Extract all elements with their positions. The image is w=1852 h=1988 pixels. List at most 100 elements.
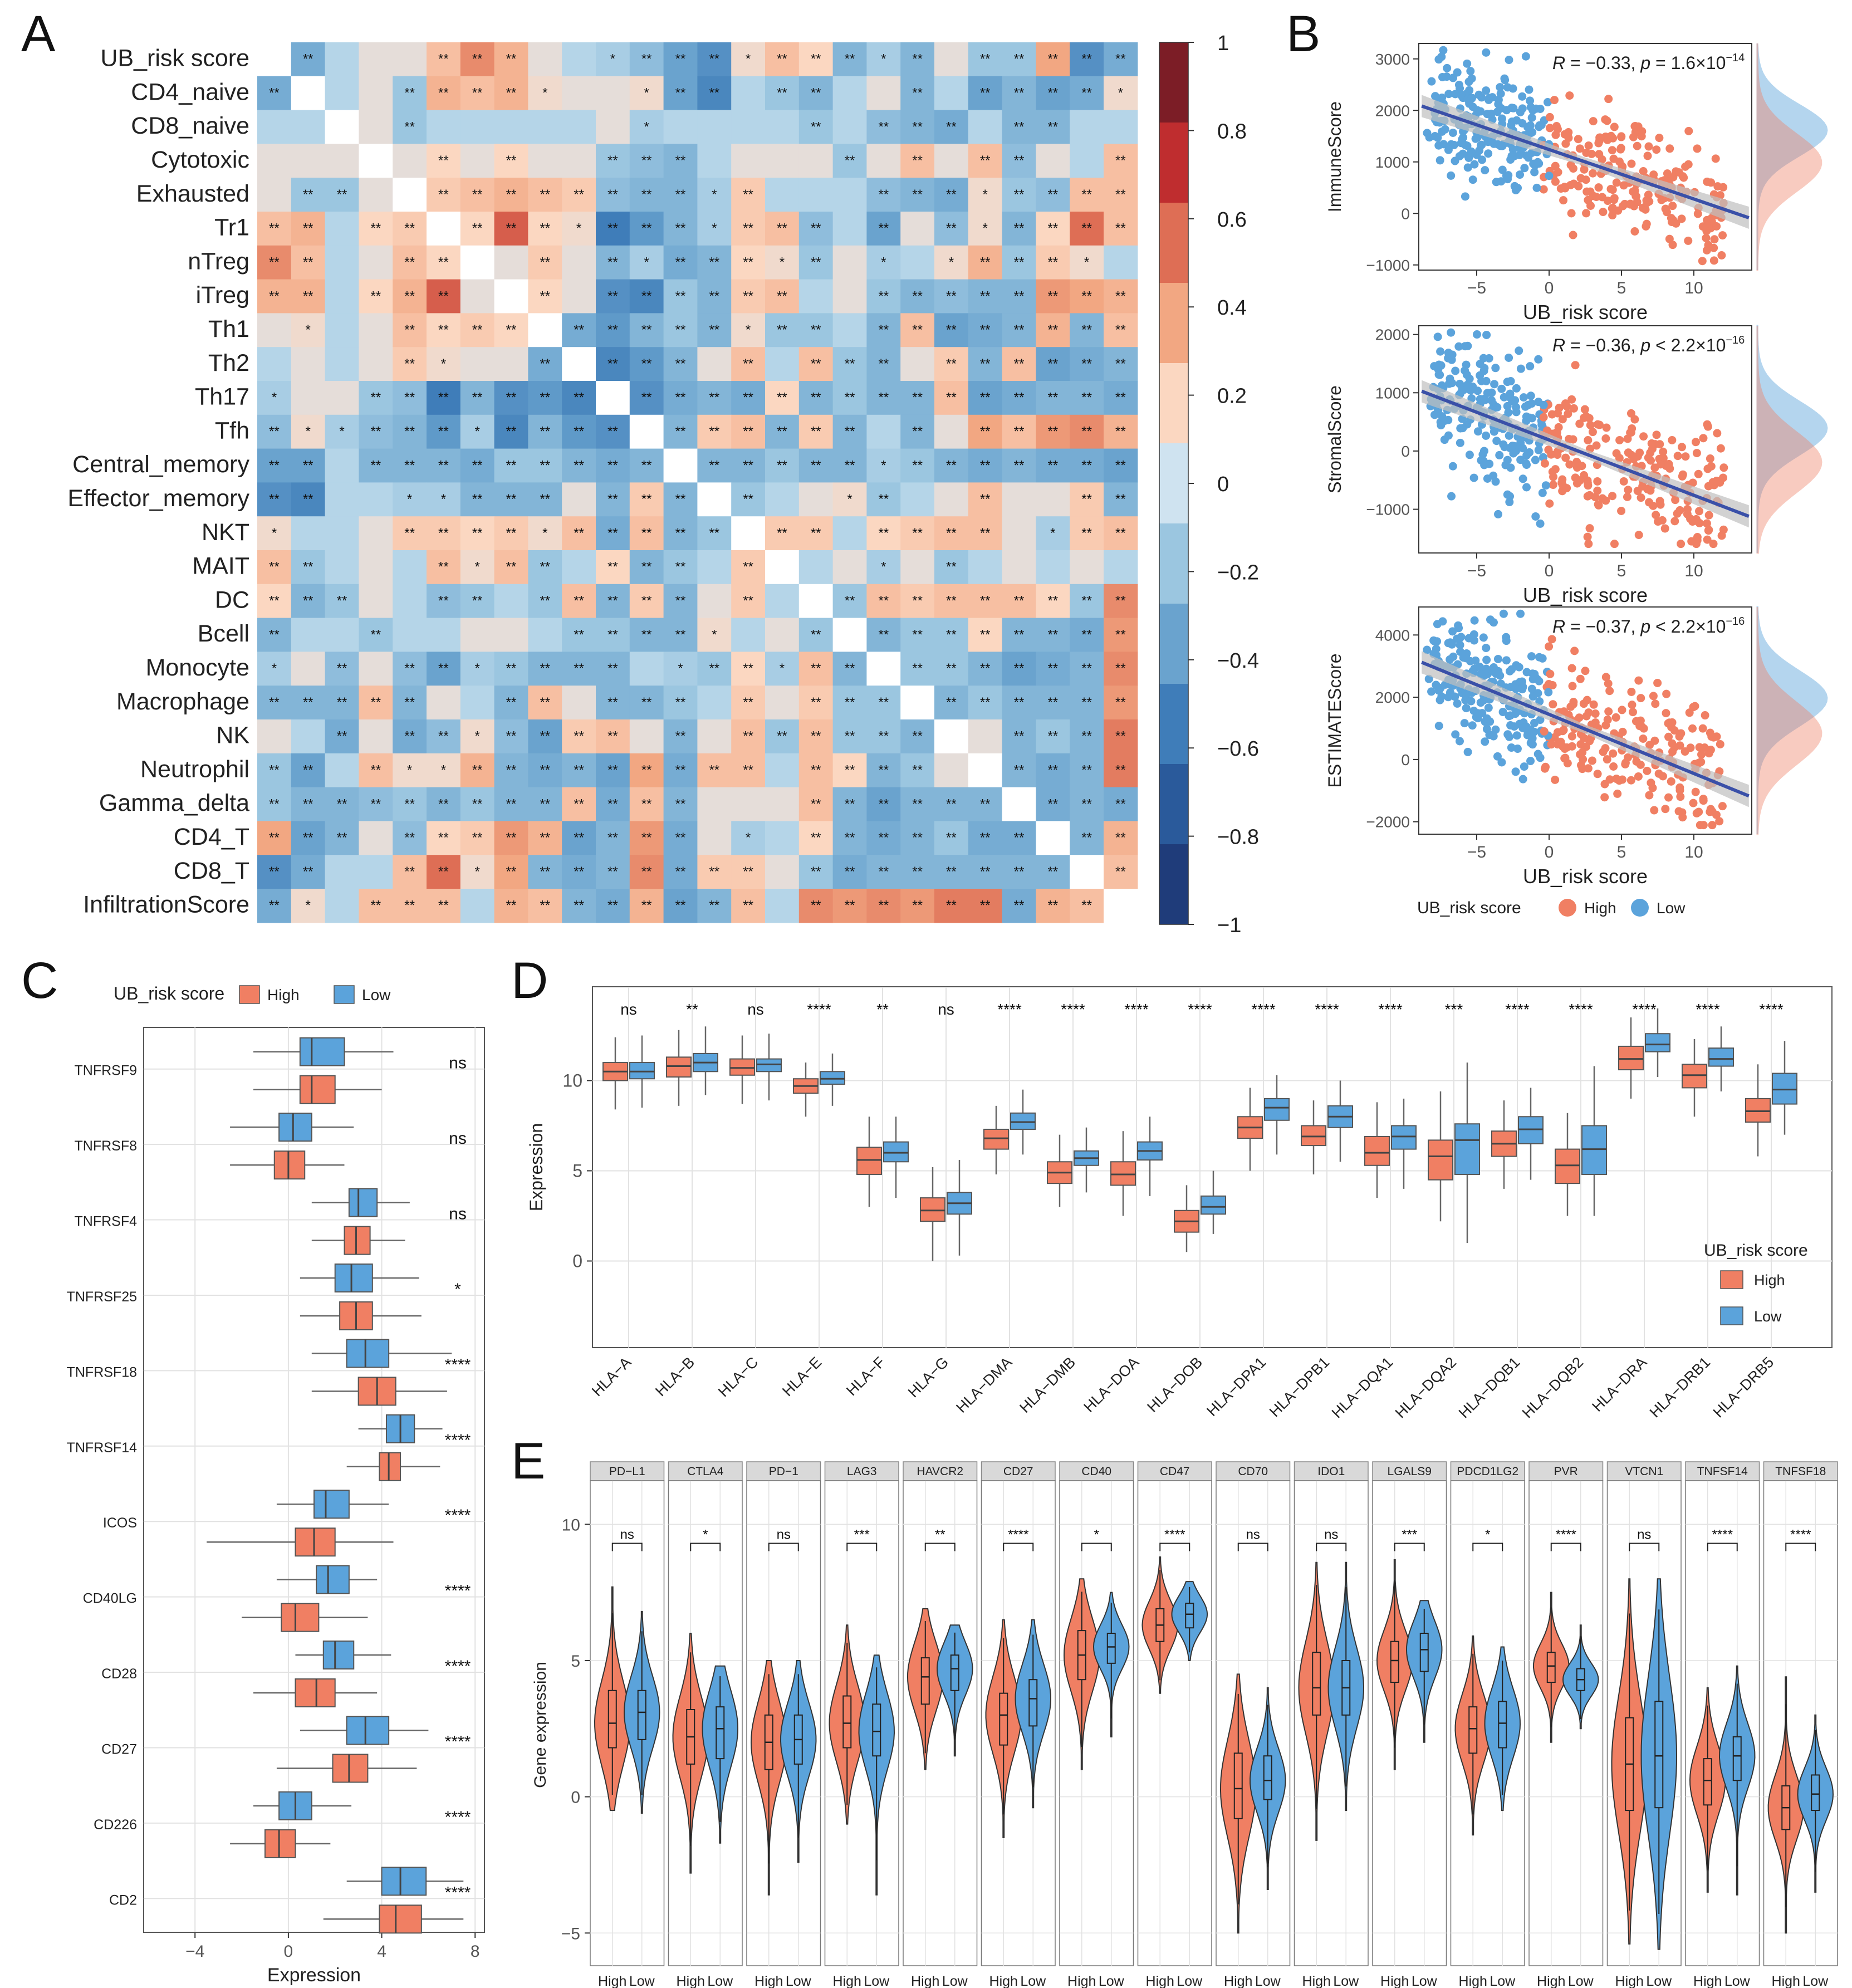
heatmap-cell <box>765 685 800 720</box>
heatmap-cell <box>1104 685 1138 720</box>
heatmap-cell-stars: ** <box>404 322 415 337</box>
heatmap-cell-stars: ** <box>878 695 889 710</box>
heatmap-cell <box>325 516 359 551</box>
scatter-point <box>1569 164 1577 173</box>
scatter-point <box>1478 155 1487 164</box>
heatmap-cell <box>866 719 901 754</box>
heatmap-cell <box>968 753 1003 788</box>
heatmap-cell <box>562 516 596 551</box>
heatmap-cell-stars: ** <box>540 458 550 473</box>
heatmap-cell <box>731 821 766 855</box>
heatmap-cell-stars: ** <box>980 661 991 676</box>
heatmap-cell-stars: ** <box>607 153 618 168</box>
heatmap-cell-stars: ** <box>574 593 584 608</box>
heatmap-cell <box>968 313 1003 347</box>
heatmap-cell <box>832 313 867 347</box>
scatter-point <box>1629 133 1638 141</box>
heatmap-cell <box>596 855 630 889</box>
heatmap-cell <box>291 584 326 619</box>
heatmap-cell-stars: ** <box>607 898 618 913</box>
heatmap-cell-stars: ** <box>1115 492 1126 507</box>
heatmap-cell <box>798 652 834 686</box>
scatter-point <box>1491 364 1500 373</box>
heatmap-cell-stars: ** <box>540 288 550 303</box>
heatmap-cell-stars: ** <box>269 593 280 608</box>
heatmap-cell <box>731 516 766 551</box>
heatmap-cell <box>866 144 901 178</box>
heatmap-cell-stars: ** <box>438 322 449 337</box>
heatmap-cell <box>697 516 732 551</box>
heatmap-cell-stars: ** <box>1081 661 1092 676</box>
heatmap-cell <box>528 110 562 144</box>
scatter-point <box>1618 706 1626 714</box>
heatmap-cell-stars: ** <box>472 52 483 67</box>
heatmap-cell-stars: ** <box>946 288 957 303</box>
heatmap-cell-stars: ** <box>777 458 787 473</box>
heatmap-cell <box>1002 482 1036 517</box>
scatter-point <box>1494 510 1503 518</box>
heatmap-cell-stars: ** <box>1081 796 1092 811</box>
heatmap-cell-stars: ** <box>404 695 415 710</box>
scatter-point <box>1527 684 1536 693</box>
heatmap-cell <box>1002 313 1036 347</box>
scatter-point <box>1712 810 1721 819</box>
heatmap-cell-stars: ** <box>506 864 517 879</box>
heatmap-cell-stars: ** <box>675 322 686 337</box>
significance-label: * <box>1485 1527 1490 1543</box>
violin-low-box <box>872 1703 881 1757</box>
scatter-point <box>1429 636 1438 645</box>
scatter-point <box>1515 346 1523 355</box>
heatmap-cell <box>460 550 495 585</box>
scatter-point <box>1449 140 1458 149</box>
scatter-point <box>1616 145 1625 154</box>
box-high-box <box>1555 1148 1580 1184</box>
heatmap-cell <box>596 76 630 111</box>
heatmap-cell-stars: ** <box>574 661 584 676</box>
colorbar-tick-label: 0.6 <box>1217 208 1247 232</box>
scatter-point <box>1545 642 1554 651</box>
heatmap-cell-stars: ** <box>743 254 753 270</box>
heatmap-cell <box>629 110 664 144</box>
scatter-point <box>1688 724 1697 733</box>
scatter-point <box>1496 83 1505 92</box>
scatter-point <box>1537 120 1546 129</box>
heatmap-cell <box>494 821 528 855</box>
heatmap-cell-stars: ** <box>438 796 449 811</box>
heatmap-cell <box>528 584 562 619</box>
heatmap-cell-stars: ** <box>811 52 821 67</box>
group-label-low: Low <box>1412 1974 1438 1988</box>
legend-c-low-label: Low <box>362 986 391 1003</box>
heatmap-cell <box>697 448 732 483</box>
heatmap-cell <box>832 685 867 720</box>
heatmap-cell <box>663 212 698 246</box>
heatmap-cell-stars: ** <box>540 830 550 845</box>
heatmap-cell <box>359 347 393 381</box>
heatmap-cell <box>900 821 935 855</box>
facet-label: TNFSF14 <box>1697 1465 1748 1478</box>
heatmap-cell-stars: * <box>306 424 311 439</box>
colorbar-tick-label: −1 <box>1217 914 1241 937</box>
scatter-point <box>1558 415 1567 424</box>
heatmap-cell <box>629 618 664 652</box>
scatter-point <box>1605 687 1614 696</box>
scatter-point <box>1433 620 1442 629</box>
heatmap-cell-stars: ** <box>540 864 550 879</box>
scatter-point <box>1684 236 1693 245</box>
heatmap-cell <box>798 482 834 517</box>
heatmap-cell-stars: ** <box>878 729 889 744</box>
heatmap-cell <box>866 787 901 821</box>
violin-low <box>1640 1578 1678 1950</box>
heatmap-cell <box>528 550 562 585</box>
heatmap-cell <box>257 652 292 686</box>
heatmap-cell <box>257 381 292 415</box>
heatmap-cell <box>968 110 1003 144</box>
heatmap-cell <box>528 212 562 246</box>
heatmap-cell <box>359 212 393 246</box>
heatmap-cell <box>934 482 969 517</box>
scatter-point <box>1583 478 1592 487</box>
heatmap-cell <box>697 652 732 686</box>
scatter-point <box>1511 684 1520 693</box>
group-label-low: Low <box>786 1974 812 1988</box>
scatter-point <box>1587 149 1596 158</box>
group-label-low: Low <box>864 1974 890 1988</box>
